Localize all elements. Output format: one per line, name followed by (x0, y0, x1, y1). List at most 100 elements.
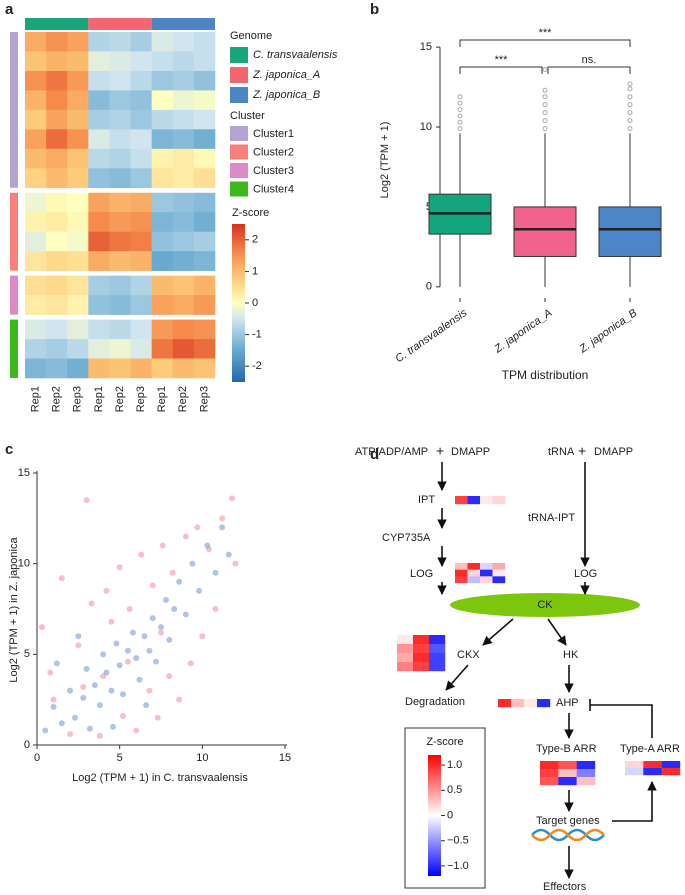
heat-cell (25, 129, 47, 150)
heat-cell (46, 32, 68, 52)
heat-cell (429, 635, 446, 645)
heat-cell (46, 148, 68, 169)
heat-cell (88, 192, 110, 213)
heat-cell (397, 653, 414, 663)
heat-cell (67, 51, 89, 72)
x-tick-label: 5 (117, 752, 123, 764)
heat-cell (540, 769, 559, 778)
bracket-label: ns. (582, 54, 597, 66)
point (204, 542, 211, 549)
y-tick-label: 10 (18, 558, 30, 570)
heat-cell (151, 251, 174, 271)
heat-cell (25, 212, 47, 233)
point (212, 569, 219, 576)
heat-cell (172, 358, 195, 379)
panel-label: b (370, 1, 379, 18)
outlier (457, 94, 463, 100)
colorbar (428, 755, 441, 876)
pathway: d ATP/ADP/AMP + DMAPP tRNA + DMAPP IPT C… (355, 443, 680, 893)
heat-cell (455, 496, 468, 505)
heat-cell (193, 275, 216, 296)
heat-cell (193, 231, 216, 252)
arrow (445, 664, 469, 691)
heat-cell (109, 295, 131, 315)
point (166, 636, 173, 643)
heat-cell (172, 168, 195, 189)
legend-label: Cluster1 (253, 128, 294, 140)
outlier (542, 118, 548, 124)
node: ATP/ADP/AMP (355, 446, 428, 458)
heat-cell (25, 109, 47, 130)
outlier (457, 106, 463, 112)
point (96, 702, 103, 709)
heat-cell (193, 212, 216, 233)
heat-cell (25, 192, 47, 213)
box (513, 206, 577, 257)
outlier (627, 110, 633, 116)
heat-cell (67, 339, 89, 359)
point (158, 629, 164, 636)
colorbar-title: Z-score (232, 207, 269, 219)
heat-cell (151, 129, 174, 150)
point (182, 611, 189, 618)
bracket (547, 66, 631, 74)
enzyme: HK (563, 649, 579, 661)
heat-cell (88, 275, 110, 296)
column-label: Rep1 (93, 386, 105, 412)
plus: + (436, 443, 444, 459)
heat-cell (25, 32, 47, 52)
heat-cell (109, 192, 131, 213)
heat-cell (88, 51, 110, 72)
heat-cell (130, 109, 152, 130)
heat-cell (25, 231, 47, 252)
heat-cell (397, 644, 414, 654)
heat-cell (67, 319, 89, 340)
heat-cell (109, 70, 131, 91)
legend-swatch (230, 87, 248, 103)
axes (36, 471, 287, 746)
outlier (542, 67, 548, 73)
point (124, 658, 131, 665)
heat-cell (88, 251, 110, 271)
node: Degradation (405, 696, 465, 708)
heat-cell (109, 168, 131, 189)
heat-cell (480, 576, 493, 584)
panel-label: a (5, 1, 14, 18)
column-label: Rep1 (156, 386, 168, 412)
heat-cell (480, 563, 493, 570)
heat-cell (109, 231, 131, 252)
heat-cell (130, 251, 152, 271)
node: Target genes (536, 815, 600, 827)
heat-cell (429, 644, 446, 654)
outlier (457, 100, 463, 106)
heat-cell (67, 275, 89, 296)
outlier (457, 113, 463, 119)
heat-cell (193, 148, 216, 169)
point (119, 712, 126, 719)
heat-cell (537, 699, 551, 708)
heat-cell (25, 358, 47, 379)
point (103, 587, 110, 594)
heat-cell (88, 129, 110, 150)
enzyme: IPT (418, 494, 435, 506)
outlier (542, 94, 548, 100)
point (159, 542, 166, 549)
colorbar-tick-label: -2 (252, 360, 262, 372)
x-tick-label: Z. japonica_A (492, 307, 555, 356)
legend-title: Z-score (426, 736, 463, 748)
outlier (457, 126, 463, 132)
point (229, 495, 236, 502)
heat-cell (151, 32, 174, 52)
heat-cell (109, 275, 131, 296)
heat-cell (193, 358, 216, 379)
outlier (627, 118, 633, 124)
heat-cell (413, 653, 430, 663)
heat-cell (46, 51, 68, 72)
heat-cell (130, 231, 152, 252)
heat-cell (524, 699, 538, 708)
heat-cell (46, 192, 68, 213)
heat-cell (492, 576, 506, 584)
legend-box (404, 727, 486, 889)
y-tick-label: 0 (426, 281, 432, 293)
heat-cell (498, 699, 512, 708)
